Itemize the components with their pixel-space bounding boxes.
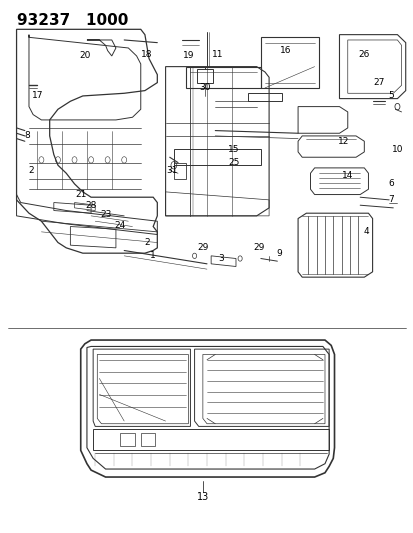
- Bar: [120, 433, 134, 446]
- Text: 10: 10: [391, 145, 402, 154]
- Text: 4: 4: [363, 228, 368, 236]
- Text: 29: 29: [252, 244, 264, 252]
- Text: 14: 14: [341, 172, 353, 180]
- Text: 17: 17: [31, 92, 43, 100]
- Text: 5: 5: [387, 92, 393, 100]
- Text: 2: 2: [28, 166, 34, 175]
- Text: 1: 1: [150, 252, 156, 260]
- Text: 7: 7: [387, 196, 393, 204]
- Text: 12: 12: [337, 137, 349, 146]
- Text: 26: 26: [358, 50, 369, 59]
- Text: 6: 6: [387, 180, 393, 188]
- Text: 21: 21: [75, 190, 86, 199]
- Text: 8: 8: [24, 132, 30, 140]
- Text: 19: 19: [182, 52, 194, 60]
- Text: 2: 2: [144, 238, 150, 247]
- Text: 28: 28: [85, 201, 97, 209]
- Text: 3: 3: [218, 254, 224, 263]
- Text: 24: 24: [114, 221, 126, 230]
- Text: 93237   1000: 93237 1000: [17, 13, 128, 28]
- Text: 16: 16: [279, 46, 291, 55]
- Text: 30: 30: [199, 84, 210, 92]
- Bar: [140, 433, 155, 446]
- Text: 9: 9: [276, 249, 282, 257]
- Text: 20: 20: [79, 52, 90, 60]
- Text: 31: 31: [166, 166, 177, 175]
- Text: 27: 27: [372, 78, 384, 87]
- Text: 23: 23: [100, 211, 111, 219]
- Text: 15: 15: [228, 145, 239, 154]
- Text: 25: 25: [228, 158, 239, 167]
- Text: 13: 13: [196, 492, 209, 502]
- Text: 11: 11: [211, 50, 223, 59]
- Text: 18: 18: [141, 50, 152, 59]
- Text: 29: 29: [197, 244, 208, 252]
